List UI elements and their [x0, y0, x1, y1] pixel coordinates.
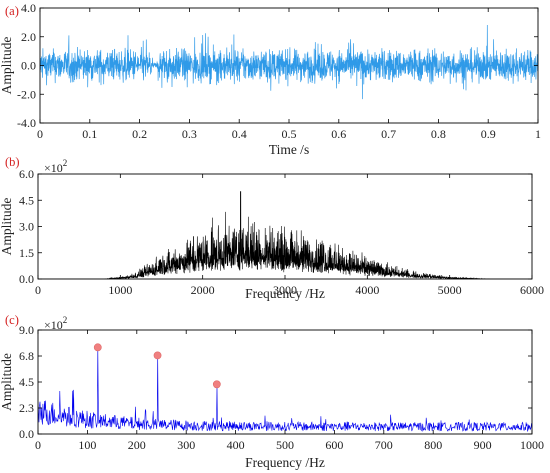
x-tick-label: 400	[227, 438, 245, 452]
peak-marker-1	[93, 343, 102, 352]
y-tick-label: 6.0	[19, 167, 34, 181]
y-tick-label: 4.5	[19, 193, 34, 207]
x-tick-label: 0.1	[82, 127, 97, 141]
series-line	[40, 24, 538, 100]
y-tick-label: -2.0	[17, 87, 36, 101]
x-axis-label: Time /s	[269, 142, 309, 157]
y-tick-label: 4.5	[19, 375, 34, 389]
y-tick-label: 2.3	[19, 401, 34, 415]
y-tick-label: 2.0	[21, 30, 36, 44]
x-tick-label: 0	[35, 438, 41, 452]
x-tick-label: 0.3	[182, 127, 197, 141]
axes-frame	[37, 329, 533, 435]
y-tick-label: 0.0	[19, 272, 34, 286]
x-tick-label: 3000	[273, 283, 297, 297]
y-tick-label: 4.0	[21, 1, 36, 15]
chart-panel-2: 0 1000 2000 3000 4000 5000 6000 0.0 1.5 3.0 4.5 6.0…	[0, 155, 544, 301]
x-tick-label: 0.5	[282, 127, 297, 141]
y-tick-label: 3.0	[19, 220, 34, 234]
series-line	[38, 347, 532, 433]
chart-panel-3: 0 100 200 300 400 500 600 700 800 900 1000 0.0 2.3 4.…	[0, 313, 544, 470]
x-tick-label: 700	[375, 438, 393, 452]
x-tick-label: 500	[276, 438, 294, 452]
x-tick-label: 1	[535, 127, 541, 141]
y-axis-label: Amplitude	[0, 353, 14, 411]
y-axis-label: Amplitude	[0, 198, 14, 256]
panel-tag: (a)	[5, 4, 19, 18]
y-tick-label: -4.0	[17, 116, 36, 130]
y-tick-label: 0.0	[19, 427, 34, 441]
x-tick-label: 2000	[191, 283, 215, 297]
x-tick-label: 1000	[520, 438, 544, 452]
x-tick-label: 6000	[520, 283, 544, 297]
x-tick-label: 0.4	[232, 127, 247, 141]
y-tick-label: 9.0	[19, 323, 34, 337]
x-tick-label: 800	[424, 438, 442, 452]
y-tick-label: 6.8	[19, 349, 34, 363]
x-tick-label: 0	[35, 283, 41, 297]
x-tick-label: 300	[177, 438, 195, 452]
x-tick-label: 100	[78, 438, 96, 452]
x-tick-label: 200	[128, 438, 146, 452]
x-axis-label: Frequency /Hz	[245, 286, 325, 301]
x-tick-label: 0	[37, 127, 43, 141]
y-axis-label: Amplitude	[0, 37, 14, 95]
chart-panel-1: 0 0.1 0.2 0.3 0.4 0.5 0.6 0.7 0.8 0.9 1 -4.0 -2.0 0.0…	[0, 1, 541, 157]
series-line	[38, 191, 532, 279]
y-tick-label: 0.0	[21, 59, 36, 73]
x-tick-label: 1000	[108, 283, 132, 297]
axis-multiplier: ×102	[44, 158, 67, 175]
panel-tag: (c)	[5, 313, 19, 327]
x-axis-label: Frequency /Hz	[245, 455, 325, 470]
axis-multiplier: ×102	[44, 315, 67, 332]
panel-tag: (b)	[5, 155, 20, 169]
x-tick-label: 0.9	[481, 127, 496, 141]
x-tick-label: 0.8	[431, 127, 446, 141]
x-tick-label: 5000	[438, 283, 462, 297]
y-tick-label: 1.5	[19, 246, 34, 260]
x-tick-label: 0.7	[381, 127, 396, 141]
x-tick-label: 0.2	[132, 127, 147, 141]
peak-marker-2	[153, 351, 162, 360]
x-tick-label: 0.6	[331, 127, 346, 141]
x-tick-label: 600	[325, 438, 343, 452]
x-tick-label: 4000	[355, 283, 379, 297]
x-tick-label: 900	[474, 438, 492, 452]
peak-marker-3	[212, 380, 221, 389]
